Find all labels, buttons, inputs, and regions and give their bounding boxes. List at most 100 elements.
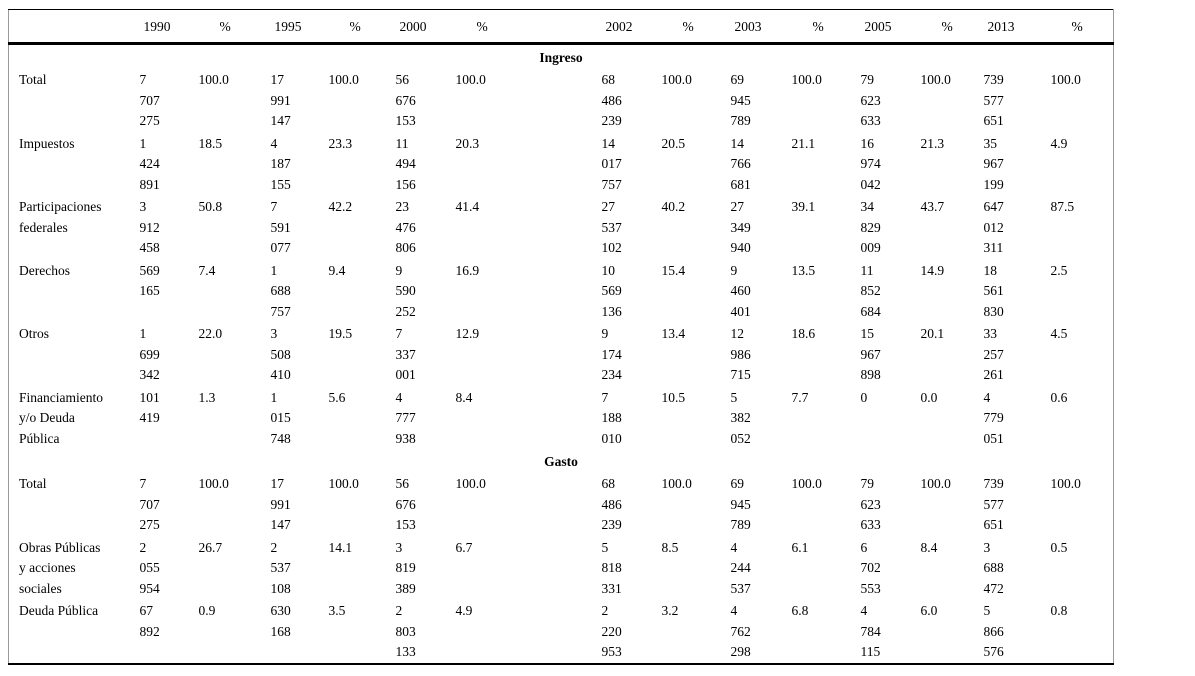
year-column-header: 1995 [262, 9, 321, 45]
value-cell: 7 707 275 [139, 72, 160, 128]
percent-column-header: % [447, 9, 594, 45]
percent-cell: 100.0 [1050, 476, 1081, 491]
percent-cell: 100.0 [198, 476, 229, 491]
value-cell: 1 699 342 [139, 326, 160, 382]
value-cell: 68 486 239 [601, 476, 622, 532]
percent-cell: 100.0 [920, 476, 951, 491]
table-row: Total 7 707 275 100.0 17 991 147 100.0 56 676… [9, 472, 1114, 536]
row-label: Total [19, 72, 47, 87]
percent-cell: 0.0 [920, 389, 938, 405]
value-cell: 34 829 009 [860, 199, 881, 255]
percent-cell: 13.5 [791, 262, 816, 278]
section-title-row: Gasto [9, 449, 1114, 472]
value-cell: 35 967 199 [983, 135, 1004, 192]
value-cell: 1 015 748 [270, 389, 291, 446]
percent-cell: 87.5 [1050, 199, 1075, 214]
percent-cell: 19.5 [328, 326, 353, 341]
value-cell: 7 591 077 [270, 199, 291, 255]
row-label-column-header [8, 9, 132, 45]
percent-cell: 39.1 [791, 199, 816, 214]
percent-cell: 20.1 [920, 326, 945, 341]
table-row: Total 7 707 275 100.0 17 991 147 100.0 56 676… [9, 68, 1114, 132]
value-cell: 6 702 553 [860, 539, 881, 596]
percent-cell: 100.0 [198, 72, 229, 87]
value-cell: 79 623 633 [860, 72, 881, 128]
percent-cell: 4.9 [1050, 135, 1068, 151]
section-ingreso: Ingreso Total 7 707 275 100.0 17 991 147 100.… [9, 44, 1114, 450]
row-label: Deuda Pública [19, 603, 99, 618]
percent-cell: 13.4 [661, 326, 686, 341]
percent-cell: 3.2 [661, 603, 679, 618]
row-label: Impuestos [19, 135, 75, 151]
percent-cell: 100.0 [920, 72, 951, 87]
value-cell: 4 244 537 [730, 539, 751, 596]
section-title-row: Ingreso [9, 44, 1114, 69]
value-cell: 2 055 954 [139, 539, 160, 596]
year-column-header: 1990 [131, 9, 191, 45]
percent-cell: 50.8 [198, 199, 223, 214]
header-row: 1990% 1995% 2000% 2002% 2003% 2005% 2013% [8, 9, 1114, 45]
percent-cell: 41.4 [455, 199, 480, 214]
row-label: Obras Públicas y acciones sociales [19, 539, 101, 596]
percent-cell: 100.0 [661, 476, 692, 491]
percent-column-header: % [653, 9, 723, 45]
year-column-header: 2002 [593, 9, 654, 45]
row-label: Derechos [19, 262, 70, 278]
value-cell: 33 257 261 [983, 326, 1004, 382]
row-label: Financiamiento y/o Deuda Pública [19, 389, 103, 446]
value-cell: 16 974 042 [860, 135, 881, 192]
percent-cell: 6.7 [455, 539, 473, 555]
value-cell: 1 688 757 [270, 262, 291, 319]
value-cell: 5 382 052 [730, 389, 751, 446]
percent-cell: 20.5 [661, 135, 686, 151]
percent-cell: 100.0 [328, 72, 359, 87]
percent-cell: 23.3 [328, 135, 353, 151]
percent-cell: 100.0 [791, 72, 822, 87]
value-cell: 569 165 [139, 262, 160, 299]
percent-cell: 21.1 [791, 135, 816, 151]
percent-cell: 14.9 [920, 262, 945, 278]
value-cell: 739 577 651 [983, 72, 1004, 128]
percent-cell: 20.3 [455, 135, 480, 151]
value-cell: 4 187 155 [270, 135, 291, 192]
table-row: Obras Públicas y acciones sociales 2 055 … [9, 536, 1114, 600]
percent-cell: 0.8 [1050, 603, 1068, 618]
value-cell: 17 991 147 [270, 72, 291, 128]
value-cell: 4 779 051 [983, 389, 1004, 446]
value-cell: 101 419 [139, 389, 160, 426]
percent-cell: 8.5 [661, 539, 679, 555]
percent-cell: 22.0 [198, 326, 223, 341]
value-cell: 7 188 010 [601, 389, 622, 446]
value-cell: 1 424 891 [139, 135, 160, 192]
percent-column-header: % [320, 9, 388, 45]
value-cell: 7 707 275 [139, 476, 160, 532]
percent-column-header: % [190, 9, 263, 45]
percent-cell: 100.0 [791, 476, 822, 491]
value-cell: 7 337 001 [395, 326, 416, 382]
percent-cell: 0.5 [1050, 539, 1068, 555]
percent-column-header: % [783, 9, 853, 45]
value-cell: 11 494 156 [395, 135, 416, 192]
value-cell: 0 [860, 389, 868, 405]
percent-cell: 3.5 [328, 603, 346, 618]
percent-cell: 6.1 [791, 539, 809, 555]
section-title-gasto: Gasto [544, 454, 578, 469]
table-row: Derechos 569 165 7.4 1 688 757 9.4 9 590 252 1… [9, 259, 1114, 323]
table-row: Otros 1 699 342 22.0 3 508 410 19.5 7 337 001… [9, 322, 1114, 386]
percent-cell: 8.4 [920, 539, 938, 555]
value-cell: 3 912 458 [139, 199, 160, 255]
value-cell: 2 537 108 [270, 539, 291, 596]
row-label: Total [19, 476, 47, 491]
year-column-header: 2003 [722, 9, 784, 45]
percent-cell: 42.2 [328, 199, 353, 214]
value-cell: 630 168 [270, 603, 291, 639]
percent-cell: 18.5 [198, 135, 223, 151]
percent-cell: 5.6 [328, 389, 346, 405]
value-cell: 3 688 472 [983, 539, 1004, 596]
percent-cell: 18.6 [791, 326, 816, 341]
value-cell: 9 460 401 [730, 262, 751, 319]
percent-cell: 26.7 [198, 539, 223, 555]
value-cell: 11 852 684 [860, 262, 881, 319]
percent-column-header: % [1042, 9, 1114, 45]
section-gasto: Gasto Total 7 707 275 100.0 17 991 147 100.0 5… [9, 449, 1114, 664]
